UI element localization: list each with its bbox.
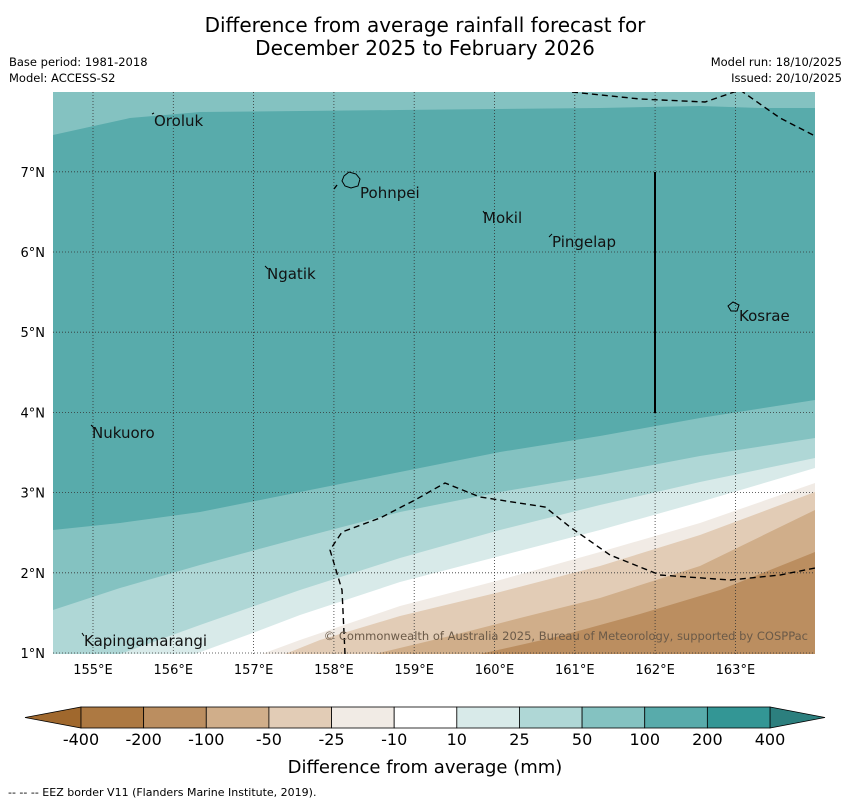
colorbar-swatch <box>519 706 583 729</box>
colorbar-swatch <box>205 706 270 729</box>
band-50-100-north <box>53 92 815 135</box>
lat-tick-label: 3°N <box>21 487 46 502</box>
label-kosrae: Kosrae <box>739 307 790 325</box>
label-ngatik: Ngatik <box>267 265 316 283</box>
lon-tick-label: 158°E <box>314 663 354 678</box>
base-period-label: Base period: 1981-2018 <box>9 55 148 69</box>
lat-tick-label: 6°N <box>21 246 46 261</box>
eez-borders <box>329 92 815 654</box>
lon-tick-label: 160°E <box>475 663 515 678</box>
lat-tick-label: 5°N <box>21 326 46 341</box>
colorbar-swatch <box>143 706 207 729</box>
label-mokil: Mokil <box>483 209 522 227</box>
title-line-2: December 2025 to February 2026 <box>255 36 595 60</box>
colorbar-tick-label: 100 <box>629 730 660 749</box>
ngatik-mark <box>264 265 269 270</box>
colorbar-title: Difference from average (mm) <box>288 757 563 778</box>
colorbar-tick-label: 200 <box>692 730 723 749</box>
colorbar-high-arrow <box>769 706 826 729</box>
lon-tick-label: 155°E <box>73 663 113 678</box>
colorbar-tick-label: 400 <box>755 730 786 749</box>
colorbar-swatch <box>80 706 145 729</box>
pingelap-mark <box>548 233 553 238</box>
colorbar-swatch <box>644 706 708 729</box>
lon-tick-label: 159°E <box>394 663 434 678</box>
colorbar-swatch <box>456 706 520 729</box>
title-line-1: Difference from average rainfall forecas… <box>204 13 646 37</box>
label-kapingamarangi: Kapingamarangi <box>84 632 207 650</box>
colorbar-tick-label: -200 <box>125 730 161 749</box>
colorbar-tick-label: -400 <box>63 730 99 749</box>
colorbar-swatch <box>331 706 395 729</box>
lon-tick-label: 162°E <box>635 663 675 678</box>
lat-tick-label: 1°N <box>21 647 46 662</box>
kapinga-mark <box>81 632 85 637</box>
kosrae-outline <box>727 301 740 312</box>
label-pohnpei: Pohnpei <box>360 184 420 202</box>
colorbar: -400 -200 -100 -50 -25 -10 10 25 50 100 200 400 <box>24 706 826 749</box>
colorbar-swatch <box>268 706 332 729</box>
colorbar-swatch <box>393 706 458 729</box>
model-label: Model: ACCESS-S2 <box>9 71 116 85</box>
nukuoro-mark <box>90 424 95 429</box>
lon-tick-label: 156°E <box>154 663 194 678</box>
colorbar-tick-label: 10 <box>447 730 467 749</box>
colorbar-tick-label: -100 <box>188 730 224 749</box>
label-pingelap: Pingelap <box>552 233 616 251</box>
lon-tick-label: 163°E <box>716 663 756 678</box>
lat-tick-label: 4°N <box>21 406 46 421</box>
colorbar-low-arrow <box>24 706 82 729</box>
label-nukuoro: Nukuoro <box>92 424 155 442</box>
lon-tick-labels: 155°E 156°E 157°E 158°E 159°E 160°E 161°E 162°E… <box>73 663 755 678</box>
issued-label: Issued: 20/10/2025 <box>731 71 842 85</box>
lat-tick-label: 2°N <box>21 567 46 582</box>
mokil-mark <box>482 210 486 215</box>
place-labels: Oroluk Pohnpei Mokil Pingelap Ngatik Kos… <box>84 112 790 650</box>
oroluk-mark <box>151 112 155 115</box>
lat-tick-labels: 1°N 2°N 3°N 4°N 5°N 6°N 7°N <box>21 166 46 662</box>
map-plot-area: Oroluk Pohnpei Mokil Pingelap Ngatik Kos… <box>53 92 815 654</box>
colorbar-tick-label: -25 <box>318 730 344 749</box>
colorbar-tick-label: 25 <box>509 730 529 749</box>
colorbar-tick-label: -50 <box>256 730 282 749</box>
footnote: -- -- -- EEZ border V11 (Flanders Marine… <box>8 786 317 799</box>
lon-tick-label: 161°E <box>555 663 595 678</box>
band-neg-100-200 <box>480 552 815 654</box>
pohnpei-outline <box>341 171 361 189</box>
island-outlines <box>81 112 740 637</box>
label-oroluk: Oroluk <box>154 112 203 130</box>
colorbar-swatch <box>706 706 771 729</box>
model-run-label: Model run: 18/10/2025 <box>710 55 842 69</box>
colorbar-tick-label: -10 <box>381 730 407 749</box>
lon-tick-label: 157°E <box>234 663 274 678</box>
copyright-text: © Commonwealth of Australia 2025, Bureau… <box>324 629 808 643</box>
graticule <box>53 92 815 654</box>
colorbar-tick-label: 50 <box>572 730 592 749</box>
lat-tick-label: 7°N <box>21 166 46 181</box>
colorbar-swatch <box>581 706 646 729</box>
